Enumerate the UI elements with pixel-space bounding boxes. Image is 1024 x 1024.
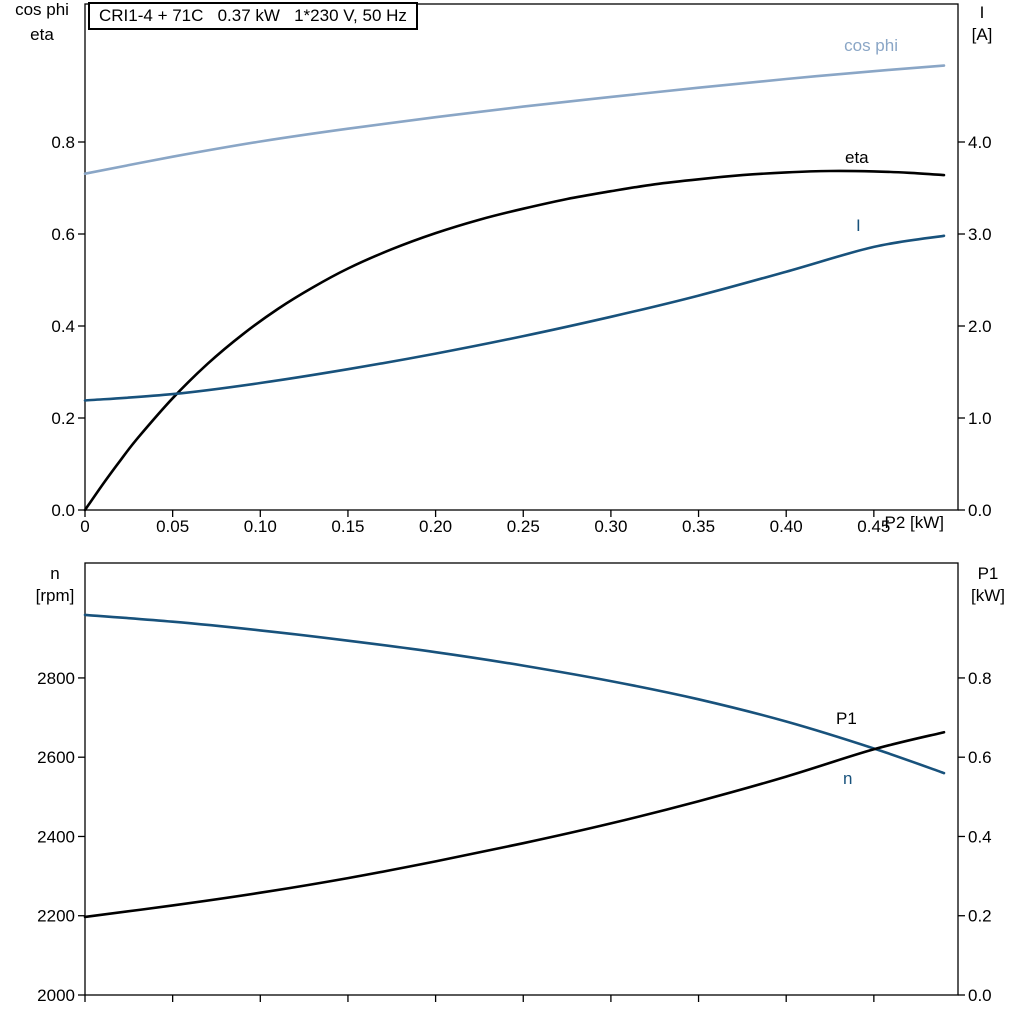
right-tick-label: 0.6 (968, 748, 992, 767)
curve-n (83, 613, 946, 775)
top-right-axis-label-i: I (979, 3, 985, 22)
curve-label-current: I (856, 216, 861, 235)
x-tick-label: 0.15 (331, 517, 364, 536)
x-tick-label: 0.25 (507, 517, 540, 536)
x-tick-label: 0.10 (244, 517, 277, 536)
left-tick-label: 0.2 (51, 409, 75, 428)
chart-title-box: CRI1-4 + 71C 0.37 kW 1*230 V, 50 Hz (88, 2, 418, 30)
right-tick-label: 0.0 (968, 986, 992, 1005)
right-tick-label: 0.4 (968, 827, 992, 846)
top-right-axis-unit-a: [A] (971, 25, 993, 44)
x-tick-label: 0 (80, 517, 89, 536)
left-tick-label: 2800 (37, 669, 75, 688)
bottom-right-axis-label-p1: P1 (977, 564, 999, 583)
left-tick-label: 2000 (37, 986, 75, 1005)
x-tick-label: 0.05 (156, 517, 189, 536)
bottom-left-axis-unit-rpm: [rpm] (35, 586, 75, 605)
left-tick-label: 2200 (37, 907, 75, 926)
right-tick-label: 0.2 (968, 907, 992, 926)
x-tick-label: 0.40 (770, 517, 803, 536)
curve-p1 (83, 730, 946, 919)
x-tick-label: 0.35 (682, 517, 715, 536)
left-tick-label: 2400 (37, 827, 75, 846)
top-left-axis-label-cosphi: cos phi (15, 0, 69, 19)
x-tick-label: 0.45 (857, 517, 890, 536)
left-tick-label: 2600 (37, 748, 75, 767)
bottom-plot-frame (84, 562, 959, 996)
right-tick-label: 4.0 (968, 133, 992, 152)
x-axis-label-p2: P2 [kW] (884, 513, 944, 532)
x-tick-label: 0.20 (419, 517, 452, 536)
right-tick-label: 2.0 (968, 317, 992, 336)
left-tick-label: 0.4 (51, 317, 75, 336)
curve-eta (83, 169, 946, 512)
curve-cos-phi (83, 64, 946, 175)
right-tick-label: 0.8 (968, 669, 992, 688)
bottom-right-axis-unit-kw: [kW] (971, 586, 1005, 605)
x-tick-label: 0.30 (594, 517, 627, 536)
right-tick-label: 1.0 (968, 409, 992, 428)
left-tick-label: 0.0 (51, 501, 75, 520)
curve-i (83, 234, 946, 402)
left-tick-label: 0.8 (51, 133, 75, 152)
curve-label-n: n (843, 769, 853, 788)
bottom-left-axis-label-n: n (50, 564, 60, 583)
right-tick-label: 0.0 (968, 501, 992, 520)
curve-label-cos-phi: cos phi (844, 36, 898, 55)
top-left-axis-label-eta: eta (30, 25, 54, 44)
left-tick-label: 0.6 (51, 225, 75, 244)
curve-label-p1: P1 (836, 709, 857, 728)
right-tick-label: 3.0 (968, 225, 992, 244)
curve-label-eta: eta (845, 148, 869, 167)
chart-title: CRI1-4 + 71C 0.37 kW 1*230 V, 50 Hz (99, 6, 407, 25)
top-plot-frame (84, 3, 959, 511)
